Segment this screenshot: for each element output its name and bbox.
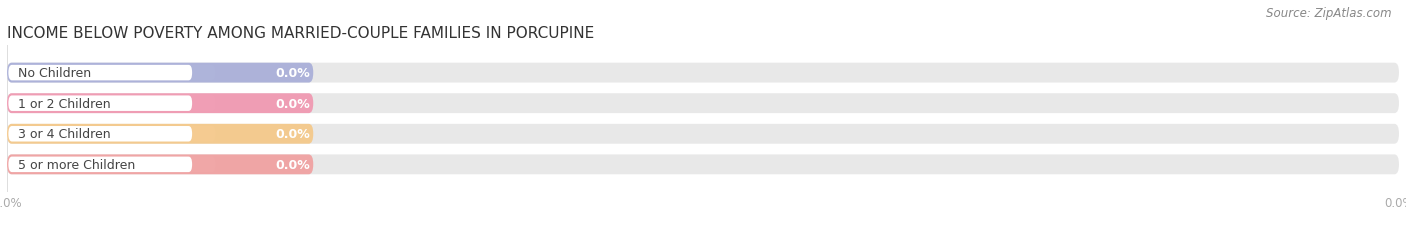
Text: 3 or 4 Children: 3 or 4 Children xyxy=(18,128,110,141)
FancyBboxPatch shape xyxy=(7,126,215,142)
Text: 1 or 2 Children: 1 or 2 Children xyxy=(18,97,110,110)
FancyBboxPatch shape xyxy=(7,94,1399,114)
FancyBboxPatch shape xyxy=(8,126,193,142)
FancyBboxPatch shape xyxy=(7,63,1399,83)
Text: Source: ZipAtlas.com: Source: ZipAtlas.com xyxy=(1267,7,1392,20)
FancyBboxPatch shape xyxy=(8,96,193,112)
FancyBboxPatch shape xyxy=(8,66,193,81)
Text: No Children: No Children xyxy=(18,67,91,80)
FancyBboxPatch shape xyxy=(7,63,314,83)
Text: 0.0%: 0.0% xyxy=(276,67,309,80)
FancyBboxPatch shape xyxy=(7,155,1399,175)
Text: 5 or more Children: 5 or more Children xyxy=(18,158,135,171)
Text: INCOME BELOW POVERTY AMONG MARRIED-COUPLE FAMILIES IN PORCUPINE: INCOME BELOW POVERTY AMONG MARRIED-COUPL… xyxy=(7,26,595,41)
FancyBboxPatch shape xyxy=(7,157,215,172)
FancyBboxPatch shape xyxy=(7,96,215,112)
Text: 0.0%: 0.0% xyxy=(276,158,309,171)
FancyBboxPatch shape xyxy=(8,157,193,172)
Text: 0.0%: 0.0% xyxy=(276,97,309,110)
Text: 0.0%: 0.0% xyxy=(276,128,309,141)
FancyBboxPatch shape xyxy=(7,66,215,81)
FancyBboxPatch shape xyxy=(7,155,314,175)
FancyBboxPatch shape xyxy=(7,124,1399,144)
FancyBboxPatch shape xyxy=(7,124,314,144)
FancyBboxPatch shape xyxy=(7,94,314,114)
